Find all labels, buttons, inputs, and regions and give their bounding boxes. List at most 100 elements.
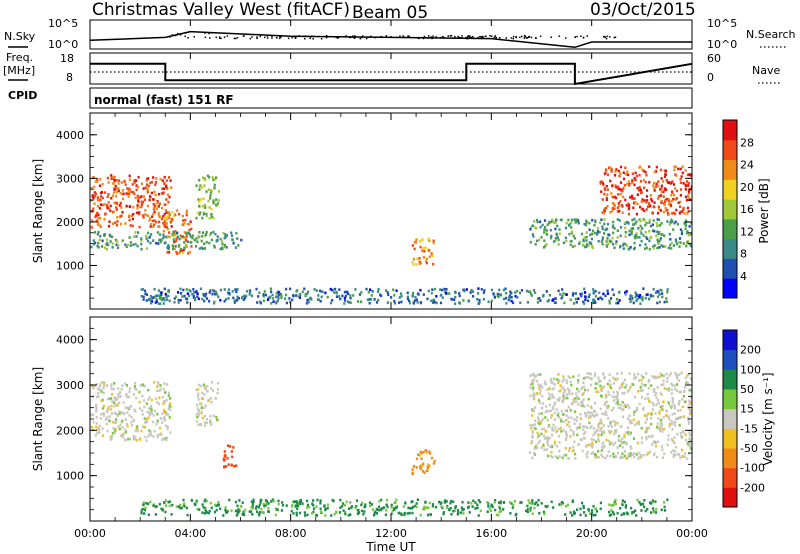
velocity-cell bbox=[534, 419, 537, 423]
noise-point bbox=[295, 37, 297, 39]
velocity-cell bbox=[663, 505, 666, 509]
velocity-cell bbox=[599, 407, 602, 411]
power-cell bbox=[298, 296, 301, 299]
velocity-cell bbox=[123, 438, 127, 442]
velocity-cell bbox=[161, 396, 164, 399]
velocity-cell bbox=[683, 455, 686, 459]
velocity-cell bbox=[606, 382, 609, 386]
velocity-cell bbox=[95, 416, 98, 419]
velocity-cell bbox=[577, 379, 580, 382]
power-cell bbox=[329, 287, 332, 291]
power-cell bbox=[609, 211, 612, 214]
velocity-cell bbox=[550, 381, 553, 384]
power-cell bbox=[319, 299, 322, 303]
power-cell bbox=[682, 208, 685, 211]
power-cell bbox=[545, 233, 548, 236]
velocity-cell bbox=[161, 508, 164, 512]
power-cell bbox=[398, 296, 401, 299]
velocity-cell bbox=[579, 507, 582, 511]
power-cell bbox=[653, 186, 656, 190]
power-cell bbox=[164, 292, 167, 296]
velocity-cell bbox=[109, 438, 112, 441]
power-cell bbox=[298, 293, 301, 297]
power-cell bbox=[185, 213, 188, 217]
velocity-cell bbox=[134, 381, 137, 385]
velocity-cell bbox=[112, 426, 115, 430]
power-cell bbox=[212, 178, 215, 182]
noise-point bbox=[311, 35, 313, 37]
velocity-cell bbox=[205, 421, 209, 425]
velocity-cell bbox=[597, 439, 601, 443]
power-cell bbox=[648, 239, 651, 243]
noise-point bbox=[447, 35, 449, 37]
power-cell bbox=[292, 294, 295, 297]
velocity-cell bbox=[551, 381, 555, 385]
velocity-cell bbox=[673, 421, 676, 424]
power-cell bbox=[672, 228, 675, 231]
power-cell bbox=[660, 168, 663, 172]
velocity-cell bbox=[263, 504, 266, 508]
power-cell bbox=[629, 300, 632, 303]
velocity-cell bbox=[355, 505, 358, 508]
power-cell bbox=[179, 249, 182, 253]
power-cell bbox=[135, 211, 138, 215]
power-cell bbox=[163, 182, 166, 185]
velocity-cell bbox=[110, 384, 113, 388]
noise-point bbox=[523, 36, 526, 39]
power-cell bbox=[136, 204, 139, 207]
velocity-cell bbox=[666, 380, 669, 383]
velocity-cell bbox=[673, 404, 676, 407]
velocity-cell bbox=[564, 409, 567, 413]
velocity-cell bbox=[276, 508, 279, 511]
velocity-cell bbox=[116, 403, 119, 407]
power-cell bbox=[121, 211, 124, 214]
power-cell bbox=[136, 194, 139, 198]
velocity-cell bbox=[431, 504, 434, 508]
velocity-cell bbox=[625, 442, 629, 445]
velocity-cell bbox=[616, 372, 619, 375]
power-cell bbox=[90, 186, 93, 190]
power-cell bbox=[205, 233, 208, 236]
velocity-cell bbox=[621, 503, 624, 507]
power-cell bbox=[686, 240, 689, 244]
power-cell bbox=[671, 220, 674, 223]
power-cell bbox=[193, 291, 196, 294]
velocity-cell bbox=[640, 396, 644, 399]
power-cell bbox=[153, 295, 156, 299]
power-cell bbox=[346, 290, 349, 294]
velocity-cell bbox=[502, 508, 505, 511]
power-cell bbox=[433, 300, 436, 304]
velocity-cell bbox=[180, 506, 183, 510]
velocity-cell bbox=[613, 395, 617, 398]
power-cell bbox=[179, 247, 182, 251]
velocity-cell bbox=[335, 511, 338, 514]
velocity-cell bbox=[651, 401, 654, 405]
velocity-cell bbox=[133, 408, 136, 412]
power-cell bbox=[613, 246, 616, 250]
power-cell bbox=[686, 230, 689, 233]
velocity-cell bbox=[92, 413, 95, 416]
power-cell bbox=[482, 297, 485, 301]
velocity-cell bbox=[536, 446, 539, 450]
power-cell bbox=[96, 198, 99, 202]
power-cell bbox=[633, 217, 636, 221]
power-cell bbox=[529, 292, 532, 296]
power-cell bbox=[492, 292, 495, 295]
power-cell bbox=[186, 297, 189, 301]
velocity-cell bbox=[116, 398, 119, 401]
velocity-cell bbox=[118, 412, 121, 415]
power-cell bbox=[585, 223, 588, 226]
power-cell bbox=[539, 225, 542, 229]
power-cell bbox=[606, 193, 609, 196]
power-cell bbox=[604, 171, 607, 174]
power-cell bbox=[660, 244, 663, 247]
velocity-cell bbox=[586, 450, 589, 454]
velocity-cell bbox=[134, 436, 137, 439]
velocity-cell bbox=[565, 379, 568, 382]
power-cell bbox=[220, 246, 223, 250]
velocity-cell bbox=[96, 387, 100, 390]
noise-point bbox=[279, 35, 281, 38]
velocity-cell bbox=[552, 407, 555, 411]
power-cell bbox=[349, 296, 352, 300]
